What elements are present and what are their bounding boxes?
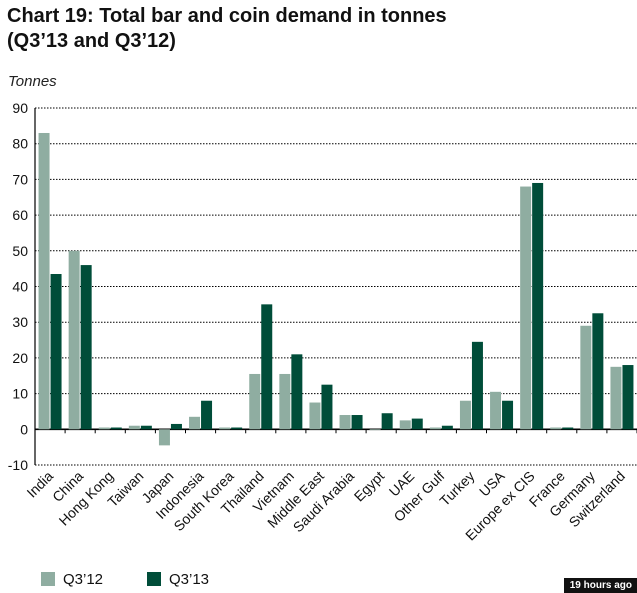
bar-q3-13 [140,425,152,430]
bar-q3-12 [189,416,201,430]
y-tick-label: 90 [12,100,28,116]
legend-item-q3-13: Q3’13 [147,570,210,588]
bar-q3-13 [50,274,62,430]
bar-q3-13 [562,427,574,430]
timestamp-badge: 19 hours ago [563,578,637,593]
bar-q3-12 [399,420,411,430]
bar-q3-12 [98,427,110,430]
bar-q3-12 [249,373,261,430]
bar-q3-13 [231,427,243,430]
chart-title-line-1: Chart 19: Total bar and coin demand in t… [7,5,447,27]
bar-q3-12 [550,427,562,430]
bar-q3-13 [321,384,333,430]
bar-q3-12 [339,415,351,430]
bar-q3-13 [201,400,213,430]
bar-q3-13 [592,313,604,430]
bar-q3-12 [158,429,170,446]
bar-q3-12 [128,425,140,430]
bar-q3-13 [110,427,122,430]
x-category-label: Egypt [351,468,388,505]
bar-q3-12 [490,391,502,430]
bar-q3-13 [471,341,483,430]
bar-q3-12 [459,400,471,430]
y-tick-label: 30 [12,314,28,330]
y-tick-label: 20 [12,350,28,366]
bar-q3-12 [369,429,381,431]
bar-q3-13 [502,400,514,430]
bar-q3-12 [219,427,231,430]
bar-q3-13 [381,413,393,430]
y-tick-label: 70 [12,171,28,187]
bar-q3-13 [351,415,363,430]
y-tick-label: 0 [20,421,28,437]
y-tick-label: 80 [12,136,28,152]
bar-q3-12 [520,186,532,430]
legend-label-q3-12: Q3’12 [63,570,104,588]
bar-q3-13 [441,425,453,430]
legend-label-q3-13: Q3’13 [169,570,210,588]
bar-q3-13 [170,423,182,430]
y-tick-label: 40 [12,279,28,295]
y-tick-label: 50 [12,243,28,259]
bar-q3-12 [610,366,622,430]
bar-q3-13 [80,265,92,430]
y-axis-unit-label: Tonnes [8,73,57,90]
bar-q3-13 [532,182,544,430]
bar-q3-13 [411,418,423,430]
bar-q3-13 [291,354,303,430]
bar-q3-12 [279,373,291,430]
y-tick-label: -10 [8,457,28,473]
legend-item-q3-12: Q3’12 [41,570,104,588]
bar-q3-13 [261,304,273,430]
bar-q3-13 [622,365,634,430]
bar-q3-12 [429,427,441,430]
bar-q3-12 [580,325,592,430]
x-category-label: Turkey [436,468,477,509]
legend-swatch-q3-13 [147,572,161,586]
chart-title: Chart 19: Total bar and coin demand in t… [7,4,447,54]
bar-q3-12 [68,250,80,430]
y-tick-label: 10 [12,386,28,402]
y-tick-label: 60 [12,207,28,223]
bar-q3-12 [309,402,321,430]
bar-q3-12 [38,132,50,430]
legend-swatch-q3-12 [41,572,55,586]
chart-title-line-2: (Q3’13 and Q3’12) [7,30,176,52]
